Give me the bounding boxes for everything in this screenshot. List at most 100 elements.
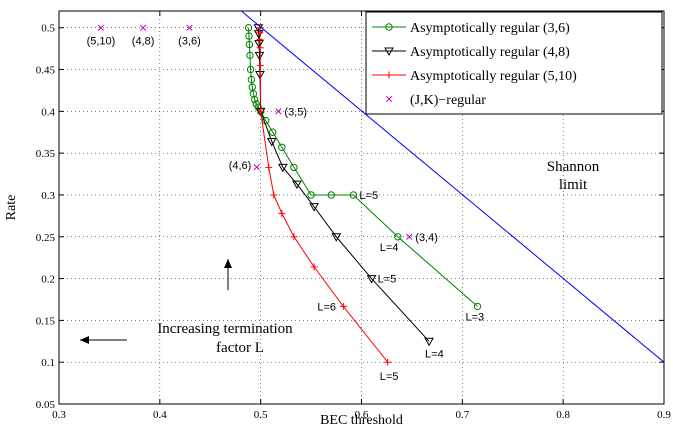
data-point [247,75,256,84]
point-label: (4,6) [229,160,252,172]
y-tick-label: 0.2 [41,274,55,286]
series-3 [97,24,413,240]
data-point [244,24,253,32]
x-tick-label: 0.9 [657,409,671,421]
point-label: L=4 [380,242,399,254]
data-point [251,95,259,104]
data-point [245,32,253,40]
point-labels: L=5 L=4 L=3 L=5 L=4 L=6 L=5 (5,10) (4,8) (3,6) (3,… [87,36,485,383]
data-point [265,163,273,171]
data-point [290,233,298,241]
data-point [331,233,342,242]
x-tick-label: 0.3 [52,409,66,421]
y-axis-label: Rate [4,195,19,221]
data-point [254,40,264,49]
data-point [257,107,265,115]
arrow-left-icon [80,336,127,344]
legend-label: Asymptotically regular (4,8) [410,45,570,60]
legend-marker [385,71,393,79]
termination-label-line1: Increasing termination [157,321,293,337]
data-point [394,233,402,241]
legend-label: Asymptotically regular (5,10) [410,69,577,84]
data-point [278,209,286,217]
point-label: L=5 [359,190,378,202]
y-tick-label: 0.3 [41,190,55,202]
data-point [256,29,264,37]
data-point [256,61,264,69]
point-label: L=5 [380,371,399,383]
y-tick-label: 0.05 [36,399,56,411]
axes: 0.3 0.4 0.5 0.6 0.7 0.8 0.9 0.05 0.1 0.15 0.2 0.25 0… [4,10,671,428]
data-point [309,203,319,212]
data-point [292,180,302,190]
legend-marker [385,23,393,31]
y-tick-label: 0.25 [36,232,56,244]
x-tick-label: 0.6 [355,409,369,421]
point-label: L=3 [465,311,484,323]
x-tick-label: 0.5 [254,409,268,421]
point-label: (4,8) [132,36,155,48]
point-label: L=6 [317,301,336,313]
y-tick-label: 0.1 [41,357,55,369]
series-line [240,11,664,363]
point-label: (3,5) [284,106,307,118]
data-point [246,51,254,60]
series-line [257,27,430,342]
data-point [349,191,358,199]
series-4 [240,11,664,363]
data-point [246,65,255,74]
data-point [266,137,277,147]
data-point [270,191,278,199]
y-tick-label: 0.45 [36,65,56,77]
shannon-label-line1: Shannon [547,159,600,175]
data-point [307,191,315,199]
legend-item: Asymptotically regular (5,10) [372,69,577,84]
termination-label-line2: factor L [216,340,264,356]
data-point [245,40,254,49]
data-point [290,163,298,172]
data-point [384,358,392,366]
data-point [310,263,318,271]
data-point [254,51,265,61]
data-point [186,24,193,31]
data-point [366,275,377,284]
y-tick-label: 0.15 [36,315,56,327]
data-point [269,128,277,136]
y-tick-label: 0.5 [41,23,55,35]
data-point [139,24,147,31]
data-point [406,233,413,240]
legend-marker [385,95,393,103]
data-point [253,30,264,39]
arrow-up-icon [224,259,232,290]
shannon-label-line2: limit [559,177,588,193]
data-point [256,35,264,43]
legend-box [365,11,663,115]
point-label: L=5 [378,274,397,286]
y-tick-label: 0.35 [36,148,56,160]
y-tick-label: 0.4 [41,106,55,118]
series-line [248,27,478,307]
legend-item: Asymptotically regular (4,8) [372,45,570,60]
annotations: Shannon limit Increasing termination fac… [80,159,600,356]
data-point [277,163,288,173]
point-label: (3,4) [415,232,438,244]
x-axis-label: BEC threshold [320,413,403,428]
data-point [473,302,482,311]
legend: Asymptotically regular (3,6) Asymptotical… [365,11,663,115]
data-point [97,24,105,31]
series-0 [244,24,482,311]
data-point [339,302,347,310]
legend-label: (J,K)−regular [410,93,486,108]
legend-item: Asymptotically regular (3,6) [372,21,570,36]
point-label: (5,10) [87,36,116,48]
series-group [97,11,664,366]
point-label: L=4 [425,348,444,360]
data-point [256,44,264,52]
data-point [278,143,286,151]
data-point [275,108,282,115]
plot-frame [58,10,665,405]
data-point [253,163,260,171]
legend-item: (J,K)−regular [385,93,486,108]
legend-label: Asymptotically regular (3,6) [410,21,570,36]
